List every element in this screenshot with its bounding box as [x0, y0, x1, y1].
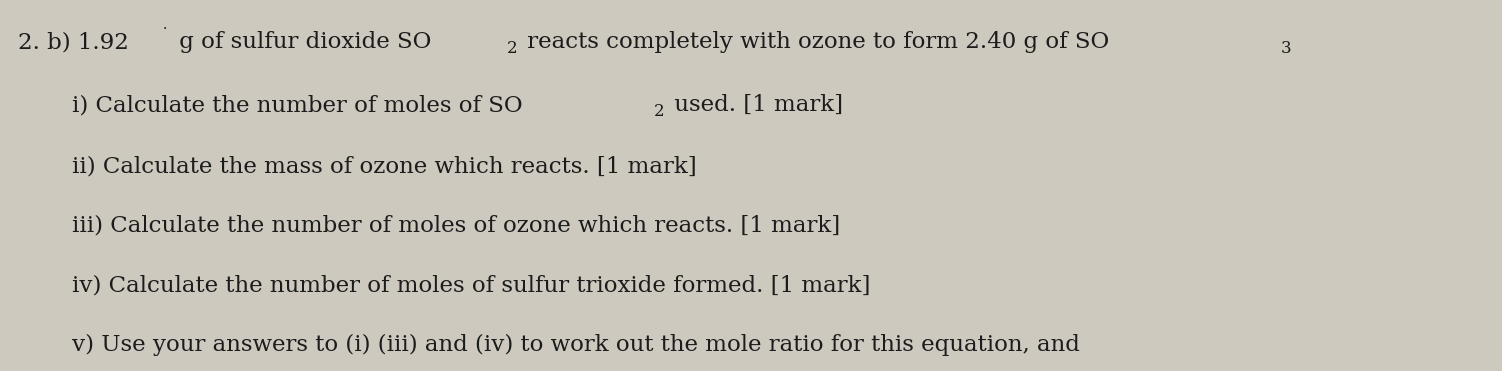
Text: reacts completely with ozone to form 2.40 g of SO: reacts completely with ozone to form 2.4…	[520, 31, 1110, 53]
Text: g of sulfur dioxide SO: g of sulfur dioxide SO	[171, 31, 431, 53]
Text: iv) Calculate the number of moles of sulfur trioxide formed. [1 mark]: iv) Calculate the number of moles of sul…	[72, 274, 871, 296]
Text: 2: 2	[653, 103, 664, 120]
Text: ii) Calculate the mass of ozone which reacts. [1 mark]: ii) Calculate the mass of ozone which re…	[72, 155, 697, 177]
Text: iii) Calculate the number of moles of ozone which reacts. [1 mark]: iii) Calculate the number of moles of oz…	[72, 215, 840, 237]
Text: 2: 2	[506, 40, 517, 57]
Text: used. [1 mark]: used. [1 mark]	[667, 94, 844, 116]
Text: i) Calculate the number of moles of SO: i) Calculate the number of moles of SO	[72, 94, 523, 116]
Text: 3: 3	[1281, 40, 1292, 57]
Text: ˙: ˙	[161, 27, 170, 44]
Text: 2. b) 1.92: 2. b) 1.92	[18, 31, 129, 53]
Text: v) Use your answers to (i) (iii) and (iv) to work out the mole ratio for this eq: v) Use your answers to (i) (iii) and (iv…	[72, 334, 1080, 355]
